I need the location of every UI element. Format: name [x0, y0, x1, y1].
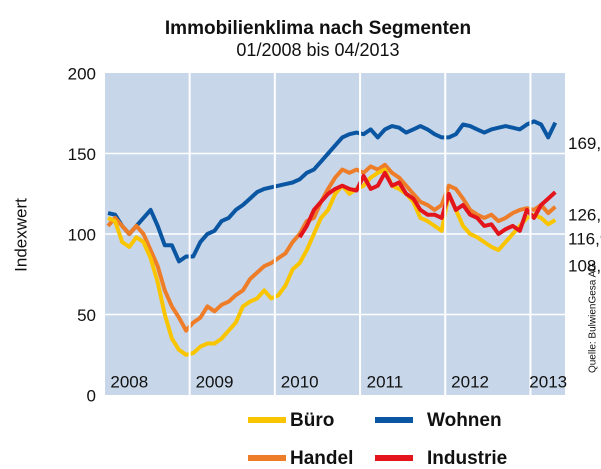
value-label: 116,9: [568, 229, 601, 248]
series-line: [107, 167, 557, 357]
x-tick-label: 2010: [281, 372, 319, 391]
series-line: [298, 170, 557, 239]
y-tick-label: 100: [68, 225, 96, 244]
source: Quelle: BulwienGesa AG: [588, 263, 599, 373]
x-tick-label: 2011: [367, 372, 404, 391]
x-tick-label: 2009: [196, 372, 234, 391]
value-label: 126,0: [568, 206, 601, 225]
series-line: [106, 162, 557, 333]
legend-label: Wohnen: [427, 410, 502, 431]
series-line: [107, 119, 558, 264]
y-tick-label: 0: [87, 386, 96, 405]
value-label: 169,2: [568, 134, 601, 153]
x-tick-label: 2012: [451, 372, 489, 391]
x-tick-label: 2013: [529, 372, 567, 391]
legend-label: Handel: [290, 448, 353, 469]
chart-subtitle: 01/2008 bis 04/2013: [236, 40, 399, 60]
y-tick-label: 200: [68, 64, 96, 83]
y-tick-label: 50: [77, 306, 96, 325]
y-axis-label: Indexwert: [11, 198, 30, 272]
chart-title: Immobilienklima nach Segmenten: [165, 18, 471, 39]
x-tick-label: 2008: [110, 372, 148, 391]
legend-label: Büro: [290, 410, 334, 431]
legend-label: Industrie: [427, 448, 507, 469]
value-label: 108,7: [568, 256, 601, 275]
y-tick-label: 150: [68, 145, 96, 164]
